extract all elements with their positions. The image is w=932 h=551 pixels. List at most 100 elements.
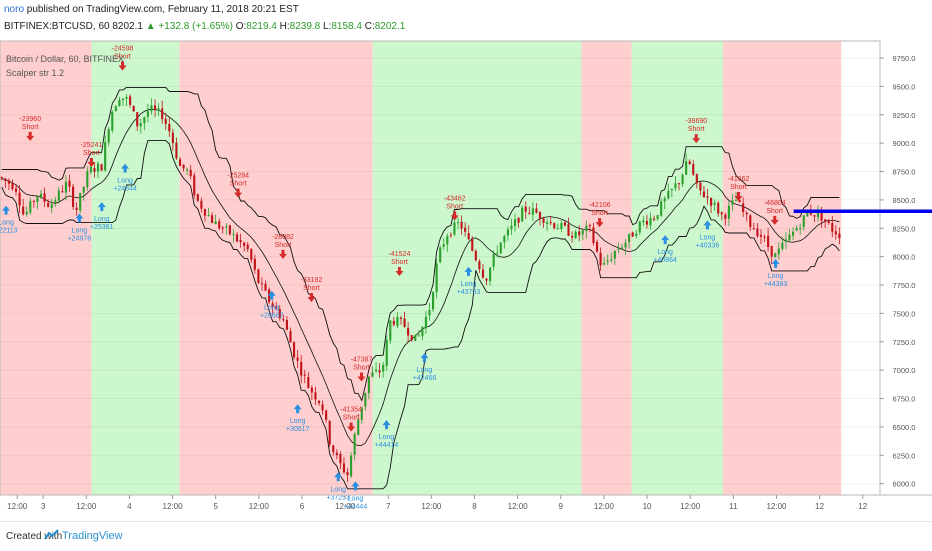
candle-body <box>360 407 363 420</box>
signal-short: Short-28082 <box>272 234 294 259</box>
tradingview-brand[interactable]: TradingView <box>62 530 123 542</box>
price-axis-area <box>880 39 932 521</box>
signal-value: -23960 <box>19 116 41 123</box>
candle <box>549 216 552 226</box>
signal-value: -41524 <box>389 251 411 258</box>
signal-long: Long+42466 <box>413 353 436 382</box>
candle-body <box>742 203 745 212</box>
candle-body <box>282 319 285 321</box>
short-arrow-icon <box>118 61 127 71</box>
short-arrow-icon <box>770 215 779 225</box>
candle <box>36 195 39 210</box>
candle <box>478 259 481 273</box>
candle-body <box>424 316 428 329</box>
candle <box>595 239 599 253</box>
candle-body <box>132 106 135 112</box>
candle <box>581 229 584 241</box>
candle <box>431 291 435 312</box>
candle <box>631 231 634 237</box>
candle-body <box>738 200 741 203</box>
signal-label: Long <box>330 486 346 493</box>
signal-short: Short-25284 <box>227 173 249 198</box>
signal-long: Long+44444 <box>344 481 367 510</box>
short-arrow-icon <box>734 192 743 202</box>
long-arrow-icon <box>334 472 343 482</box>
candle <box>759 229 763 244</box>
candle <box>556 223 559 230</box>
signal-short: Short-41662 <box>728 176 750 202</box>
long-arrow-icon <box>293 404 302 414</box>
candle-body <box>827 220 830 223</box>
x-tick-label: 12:00 <box>7 502 28 511</box>
x-tick-label: 3 <box>41 502 46 511</box>
trend-region-long <box>91 41 180 495</box>
ohlc-line: BITFINEX:BTCUSD, 60 8202.1 ▲ +132.8 (+1.… <box>4 21 405 32</box>
candle <box>474 249 477 262</box>
price-chart[interactable]: Long+22113Short-23960Long+24976Short-252… <box>0 39 932 521</box>
candle <box>203 208 207 222</box>
candle <box>399 315 403 325</box>
candle-body <box>595 241 599 252</box>
candle <box>342 457 346 475</box>
candle <box>335 449 338 460</box>
signal-value: +44414 <box>375 442 399 449</box>
candle <box>499 242 502 255</box>
author-link[interactable]: noro <box>4 4 25 15</box>
candle-body <box>603 262 606 265</box>
candle <box>628 233 631 249</box>
candle <box>702 185 706 199</box>
candle <box>816 205 820 222</box>
candle-body <box>253 258 256 270</box>
signal-short: Short-41354 <box>340 406 362 432</box>
candle <box>175 137 178 160</box>
candle-body <box>506 229 509 236</box>
candle-body <box>560 222 563 229</box>
long-arrow-icon <box>2 205 11 215</box>
created-with-text: Created with <box>6 531 63 542</box>
legend-indicator: Scalper str 1.2 <box>6 68 65 78</box>
candle-body <box>61 191 64 193</box>
candle <box>521 205 524 222</box>
signal-value: -33182 <box>301 277 323 284</box>
candle-body <box>268 289 271 303</box>
candle <box>278 305 281 321</box>
candle-body <box>68 180 71 187</box>
candle-body <box>203 209 207 216</box>
candle-body <box>799 228 802 230</box>
candle <box>592 222 595 246</box>
candle-body <box>467 233 470 240</box>
candle <box>692 159 695 176</box>
candle-body <box>232 233 235 236</box>
candle-body <box>225 226 228 228</box>
candle <box>328 419 331 448</box>
candle <box>196 193 199 203</box>
candle <box>663 196 666 210</box>
candle-body <box>18 192 21 206</box>
candle-body <box>332 445 335 453</box>
signal-value: -42106 <box>589 202 611 209</box>
signal-short: Short-47387 <box>351 357 372 382</box>
candle <box>524 201 527 219</box>
y-tick-label: 9000.0 <box>893 139 916 148</box>
candle-body <box>417 335 420 337</box>
candle <box>777 242 780 260</box>
candle-body <box>350 455 353 477</box>
candle-body <box>656 215 659 219</box>
candle <box>371 366 374 378</box>
candle-body <box>442 244 445 247</box>
candle-body <box>71 186 75 207</box>
candle-body <box>228 225 231 235</box>
signal-long: Long+40864 <box>653 235 677 264</box>
candle <box>485 277 488 286</box>
open-value: 8219.4 <box>246 21 277 32</box>
candle-body <box>620 247 624 249</box>
candle <box>260 277 264 292</box>
signal-value: -41354 <box>340 406 362 413</box>
candle <box>243 241 246 252</box>
candle-body <box>546 222 549 224</box>
candle <box>7 178 10 190</box>
x-tick-label: 12:00 <box>335 502 356 511</box>
candle-body <box>54 200 57 203</box>
candle <box>528 206 531 215</box>
candle <box>489 266 492 286</box>
